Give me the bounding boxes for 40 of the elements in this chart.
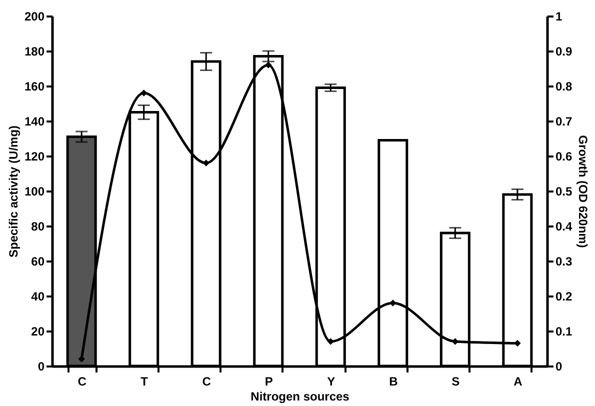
y-tick-label: 160	[24, 80, 45, 94]
y-tick-label: 100	[24, 184, 45, 198]
x-tick-label: T	[140, 374, 149, 388]
y-tick-label: 0	[38, 360, 45, 374]
y-tick-label: 60	[31, 254, 45, 268]
y2-tick-label: 1	[556, 10, 562, 24]
y-tick-label: 80	[31, 220, 45, 234]
y-tick-label: 120	[24, 150, 45, 164]
y-axis-title: Specific activity (U/mg)	[6, 125, 20, 258]
x-tick-label: B	[389, 374, 398, 388]
x-tick-label: P	[264, 374, 273, 388]
x-tick-label: C	[202, 374, 212, 388]
y-tick-label: 140	[24, 114, 45, 128]
y-tick-label: 180	[24, 44, 45, 58]
y2-tick-label: 0.7	[556, 114, 573, 128]
point	[514, 340, 521, 347]
y2-tick-label: 0.2	[556, 290, 573, 304]
y2-tick-label: 0.1	[556, 324, 573, 338]
point	[327, 338, 334, 345]
y-tick-label: 20	[31, 324, 45, 338]
y2-tick-label: 0.4	[556, 220, 573, 234]
y2-axis-title: Growth (OD 620nm)	[576, 135, 590, 248]
x-tick-label: C	[78, 374, 87, 388]
y2-tick-label: 0	[556, 360, 562, 374]
y2-tick-label: 0.3	[556, 254, 573, 268]
y2-tick-label: 0.9	[556, 44, 573, 58]
point	[202, 160, 210, 166]
point	[390, 300, 396, 306]
y-tick-label: 200	[24, 10, 45, 24]
x-tick-label: Y	[327, 374, 336, 388]
point	[265, 62, 272, 68]
y-tick-label: 40	[31, 290, 45, 304]
y2-tick-label: 0.5	[556, 184, 573, 198]
x-axis-title: Nitrogen sources	[250, 390, 350, 404]
x-tick-label: S	[452, 374, 460, 388]
point	[140, 90, 148, 96]
x-tick-label: A	[514, 374, 523, 388]
point	[78, 356, 85, 362]
y2-tick-label: 0.6	[556, 150, 573, 164]
y2-tick-label: 0.8	[556, 80, 573, 94]
